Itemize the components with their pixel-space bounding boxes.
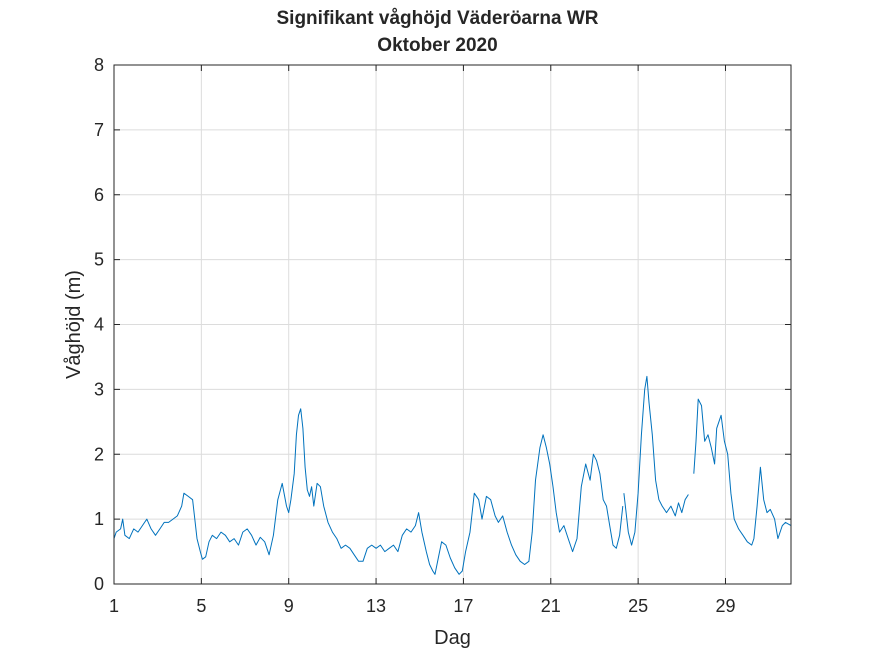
x-axis-label: Dag (434, 627, 471, 649)
x-tick-label: 25 (628, 596, 648, 616)
y-tick-label: 5 (94, 250, 104, 270)
x-tick-label: 1 (109, 596, 119, 616)
grid-lines (113, 64, 791, 585)
y-tick-label: 7 (94, 120, 104, 140)
y-tick-label: 4 (94, 315, 104, 335)
y-tick-label: 2 (94, 444, 104, 464)
x-tick-label: 21 (541, 596, 561, 616)
y-axis-label: Våghöjd (m) (63, 270, 85, 379)
y-axis-ticks: 0 1 2 3 4 5 6 7 8 (94, 55, 791, 594)
x-axis-ticks: 1 5 9 13 17 21 25 29 (109, 65, 735, 616)
y-tick-label: 3 (94, 379, 104, 399)
y-tick-label: 6 (94, 185, 104, 205)
x-tick-label: 5 (196, 596, 206, 616)
x-tick-label: 29 (715, 596, 735, 616)
x-tick-label: 17 (453, 596, 473, 616)
x-tick-label: 9 (284, 596, 294, 616)
wave-height-series (113, 375, 792, 575)
chart-subtitle: Oktober 2020 (377, 35, 498, 56)
y-tick-label: 8 (94, 55, 104, 75)
x-tick-label: 13 (366, 596, 386, 616)
series-line-segment (113, 408, 624, 575)
series-line-segment (623, 375, 689, 546)
chart-title: Signifikant våghöjd Väderöarna WR (276, 8, 599, 29)
y-tick-label: 0 (94, 574, 104, 594)
y-tick-label: 1 (94, 509, 104, 529)
series-line-segment (693, 398, 792, 546)
